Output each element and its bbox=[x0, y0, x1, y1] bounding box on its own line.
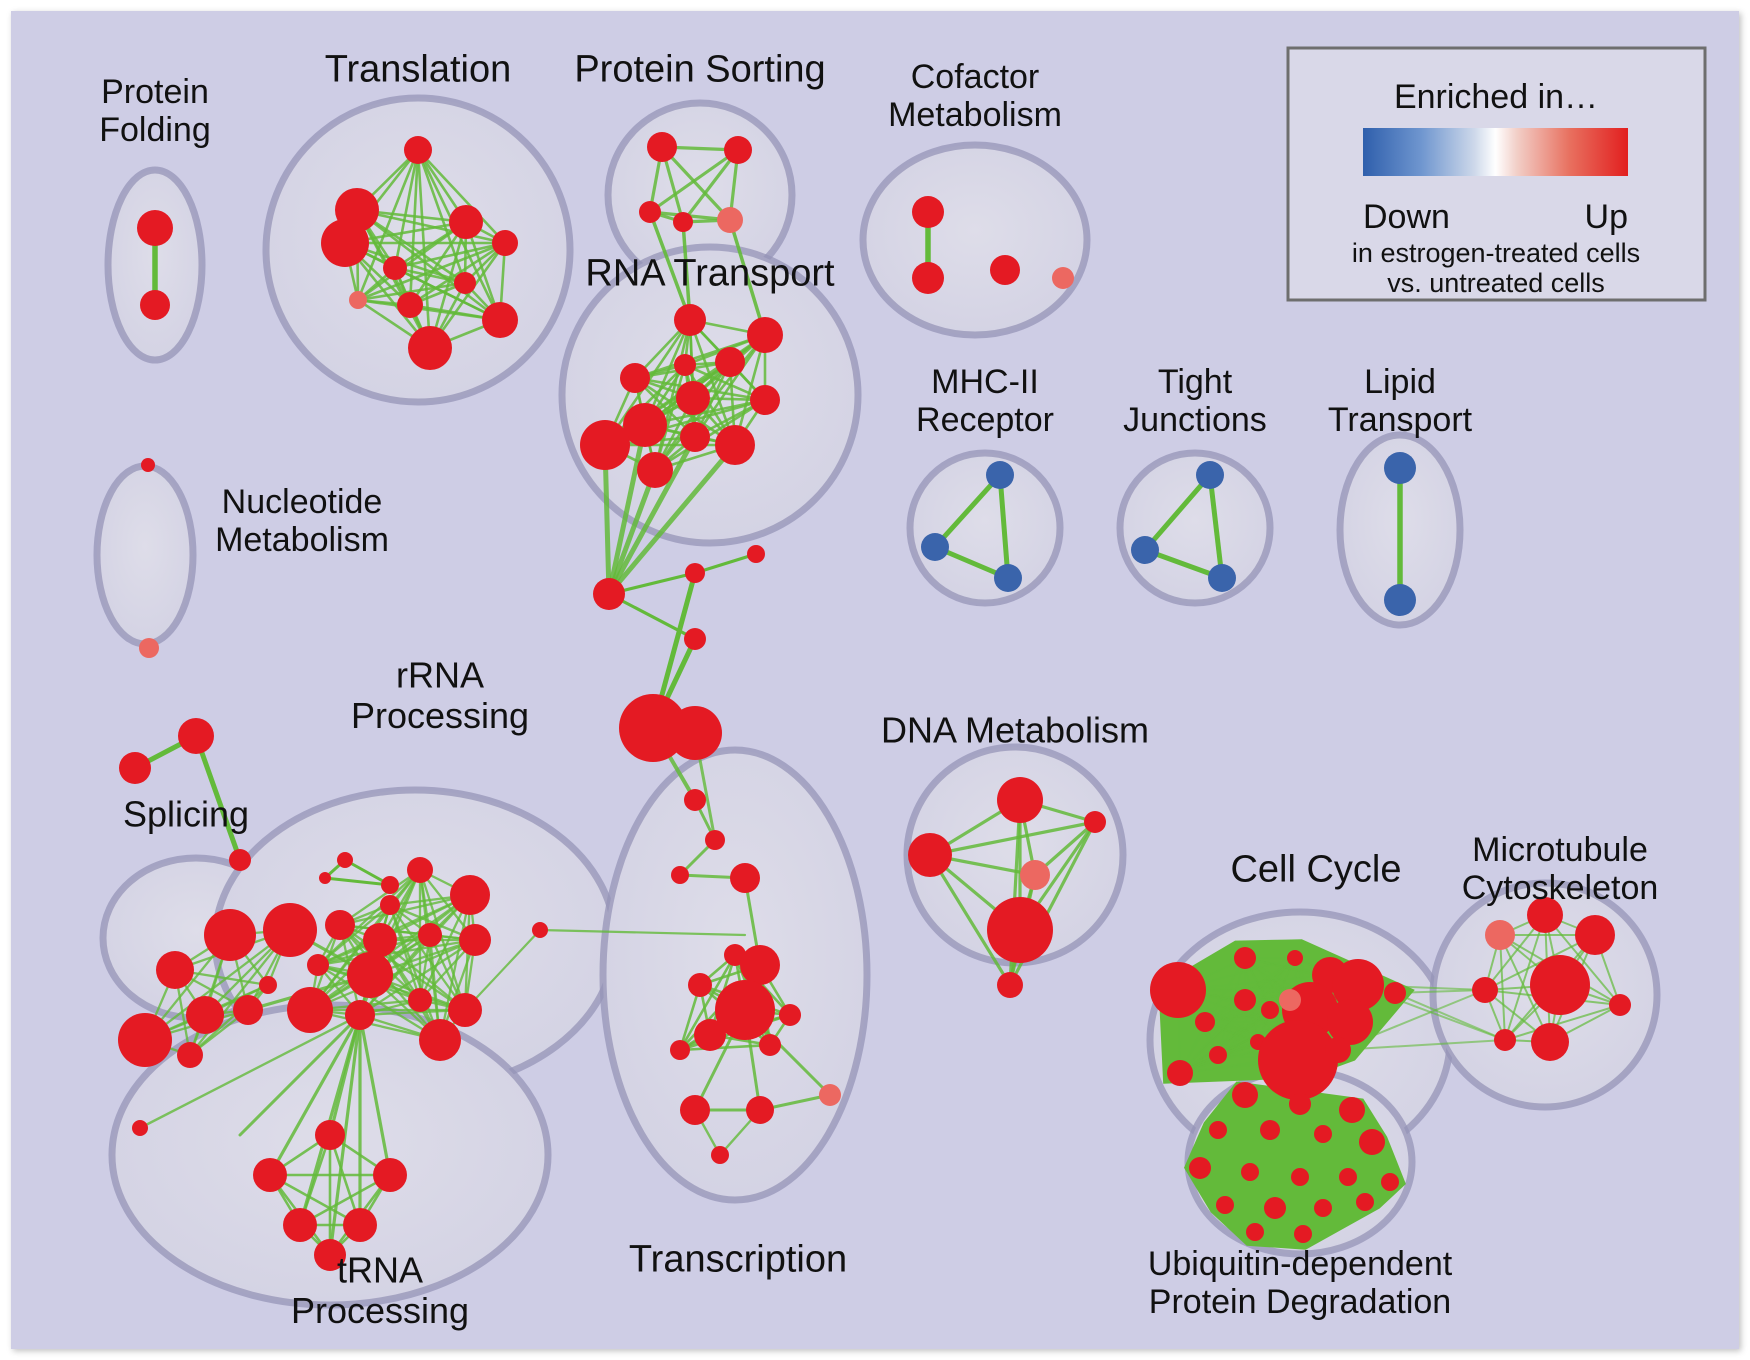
svg-text:vs. untreated cells: vs. untreated cells bbox=[1387, 268, 1605, 298]
svg-text:Up: Up bbox=[1585, 198, 1628, 236]
svg-text:DNA Metabolism: DNA Metabolism bbox=[881, 710, 1149, 751]
svg-text:Splicing: Splicing bbox=[123, 794, 249, 835]
svg-text:RNA Transport: RNA Transport bbox=[585, 252, 835, 294]
svg-text:Translation: Translation bbox=[325, 48, 512, 90]
svg-text:Protein Sorting: Protein Sorting bbox=[574, 48, 825, 90]
svg-text:Transcription: Transcription bbox=[629, 1238, 847, 1280]
svg-text:Cell Cycle: Cell Cycle bbox=[1230, 848, 1401, 890]
svg-text:Down: Down bbox=[1363, 198, 1450, 236]
svg-text:Enriched in…: Enriched in… bbox=[1394, 78, 1598, 116]
svg-text:in estrogen-treated cells: in estrogen-treated cells bbox=[1352, 238, 1640, 268]
